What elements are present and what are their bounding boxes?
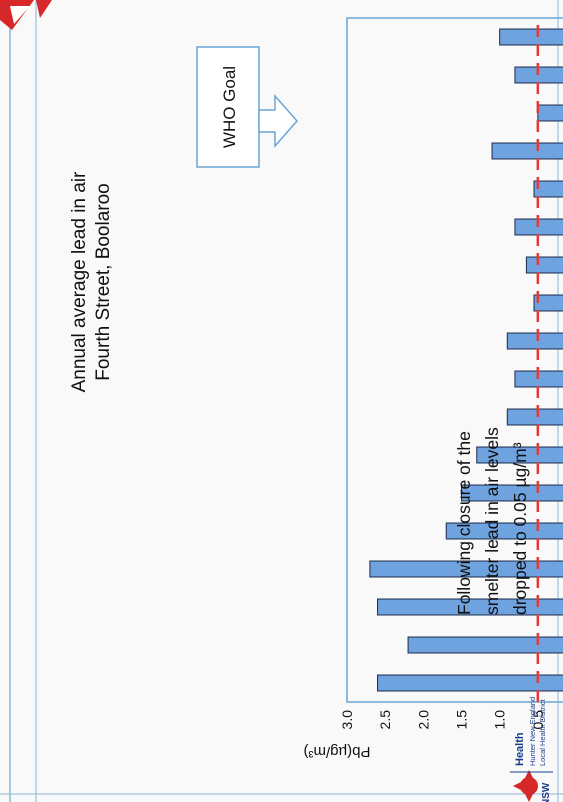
bar-1987 [377,598,563,616]
bar-1992 [506,408,563,426]
y-tick-label: 3.0 [339,710,355,730]
bar-1990 [461,484,563,502]
caption-line-3: dropped to 0.05 µg/m³ [510,442,530,615]
waratah-icon [513,770,538,802]
logo-org-line-1: Hunter New England [528,697,537,766]
who-goal-label: WHO Goal [220,66,239,148]
bar-1989 [445,522,563,540]
bar-1985 [377,674,563,692]
y-axis-ticks: 0.00.51.01.52.02.53.0 [339,710,546,730]
bar-1999 [491,142,563,160]
bar-series [369,28,563,692]
bar-1995 [533,294,563,312]
y-tick-label: 1.5 [454,710,470,730]
who-goal-box [196,46,260,168]
who-goal-arrow-icon [258,94,298,148]
chart-group: Annual average lead in air Fourth Street… [69,17,563,760]
y-tick-label: 0.5 [530,710,546,730]
bar-1998 [533,180,563,198]
bar-2002 [499,28,563,46]
y-tick-label: 2.0 [415,710,431,730]
bar-2000 [537,104,563,122]
nsw-health-logo: NSW Health Hunter New England Local Heal… [510,697,553,802]
caption-line-2: smelter lead in air levels [482,427,502,615]
bar-1997 [514,218,563,236]
chart-title-line-1: Annual average lead in air [69,171,90,392]
bar-1986 [407,636,563,654]
caption-line-1: Following closure of the [454,431,474,615]
y-tick-label: 2.5 [377,710,393,730]
corner-logo-icon [0,0,52,30]
bar-1991 [476,446,563,464]
bar-1988 [369,560,563,578]
y-axis-label: Pb(µg/m³) [304,743,371,760]
bar-1996 [525,256,563,274]
logo-state: NSW [541,782,552,802]
plot-area [346,17,563,703]
who-goal-callout: WHO Goal [196,46,298,168]
chart-title-line-2: Fourth Street, Boolaroo [93,183,114,381]
logo-org-line-2: Local Health District [538,698,547,766]
logo-brand: Health [514,732,526,766]
bar-1994 [506,332,563,350]
bar-2001 [514,66,563,84]
caption-group: Following closure of the smelter lead in… [454,427,530,615]
y-tick-label: 1.0 [492,710,508,730]
bar-1993 [514,370,563,388]
